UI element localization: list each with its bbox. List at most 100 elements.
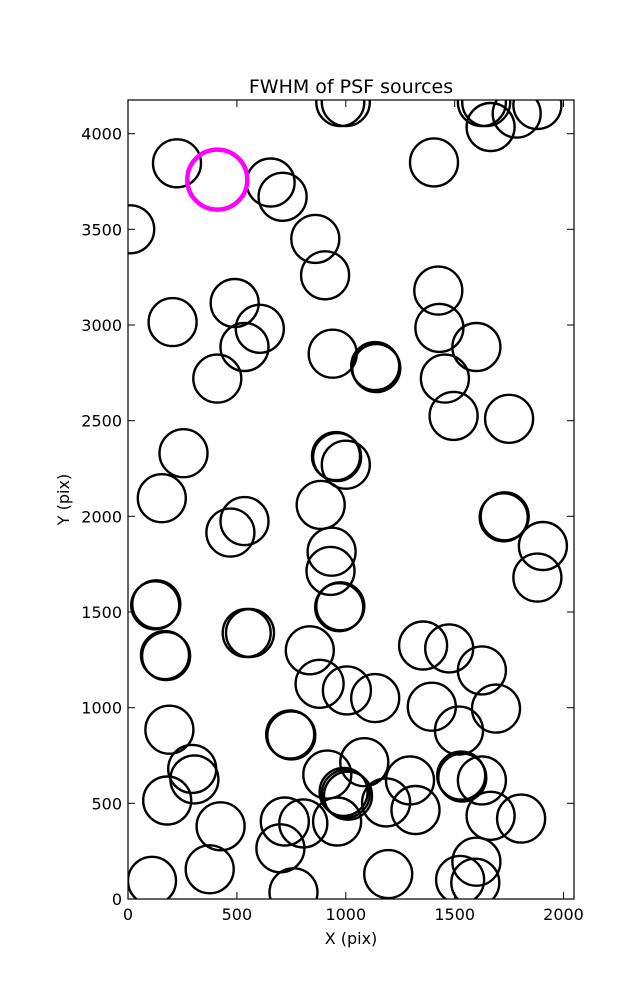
psf-source-marker xyxy=(517,520,569,572)
psf-source-marker xyxy=(259,796,310,847)
psf-source-marker xyxy=(322,770,374,821)
psf-source-marker xyxy=(461,100,512,128)
psf-source-marker xyxy=(195,801,246,852)
x-tick-label: 0 xyxy=(123,905,133,924)
psf-source-marker xyxy=(408,137,460,188)
psf-source-marker xyxy=(350,672,401,724)
psf-source-marker xyxy=(305,545,356,597)
psf-source-marker xyxy=(141,775,193,826)
psf-source-marker xyxy=(351,342,402,394)
psf-source-marker xyxy=(406,681,457,732)
psf-source-marker xyxy=(192,353,243,404)
psf-source-marker xyxy=(478,492,529,543)
y-axis-label: Y (pix) xyxy=(54,474,73,526)
psf-source-marker xyxy=(128,855,178,899)
psf-source-marker xyxy=(320,439,371,490)
y-tick-label: 3000 xyxy=(81,316,122,335)
psf-source-marker xyxy=(147,296,198,348)
x-tick-label: 1000 xyxy=(325,905,366,924)
psf-source-marker xyxy=(419,353,471,404)
psf-source-marker xyxy=(307,328,358,379)
psf-source-marker xyxy=(128,204,156,255)
psf-source-marker xyxy=(136,473,188,524)
psf-source-marker xyxy=(257,171,308,223)
y-tick-label: 2000 xyxy=(81,507,122,526)
y-tick-label: 2500 xyxy=(81,412,122,431)
psf-source-marker xyxy=(428,390,479,442)
psf-source-marker xyxy=(413,265,464,316)
chart-title: FWHM of PSF sources xyxy=(249,76,453,98)
psf-source-marker xyxy=(234,303,285,354)
psf-source-marker xyxy=(320,768,371,819)
psf-source-marker xyxy=(129,580,181,631)
psf-source-marker xyxy=(318,766,369,818)
psf-source-marker xyxy=(144,704,195,755)
psf-source-marker xyxy=(456,100,508,128)
x-tick-label: 1500 xyxy=(434,905,475,924)
y-tick-label: 500 xyxy=(91,794,122,813)
psf-source-marker xyxy=(456,645,508,696)
x-tick-label: 2000 xyxy=(543,905,584,924)
psf-source-marker xyxy=(290,213,341,265)
psf-source-marker xyxy=(219,495,270,547)
psf-source-marker xyxy=(151,138,203,189)
psf-source-marker xyxy=(491,100,542,139)
psf-source-marker xyxy=(219,321,270,373)
psf-source-marker xyxy=(311,796,363,847)
psf-source-marker xyxy=(456,755,508,806)
psf-source-marker xyxy=(512,552,563,603)
psf-source-marker xyxy=(299,250,351,301)
psf-source-marker xyxy=(311,431,363,483)
psf-source-marker xyxy=(437,752,488,803)
psf-source-marker xyxy=(266,710,317,761)
psf-source-marker xyxy=(433,705,485,756)
x-axis-label: X (pix) xyxy=(325,929,378,948)
psf-source-marker xyxy=(465,101,516,153)
highlighted-source-marker xyxy=(185,147,250,212)
psf-source-marker xyxy=(294,658,345,709)
psf-source-marker xyxy=(166,743,218,795)
psf-source-marker xyxy=(184,844,235,895)
psf-source-marker xyxy=(414,302,465,354)
plot-frame xyxy=(127,99,575,900)
y-tick-label: 0 xyxy=(112,890,122,909)
psf-source-marker xyxy=(169,754,220,805)
psf-source-marker xyxy=(363,848,414,899)
psf-source-marker xyxy=(295,479,346,531)
x-tick-label: 500 xyxy=(222,905,253,924)
psf-source-marker xyxy=(360,777,412,828)
psf-source-marker xyxy=(245,157,296,208)
psf-source-marker xyxy=(140,630,192,682)
psf-source-marker xyxy=(495,793,547,844)
psf-source-marker xyxy=(221,607,272,659)
psf-source-marker xyxy=(205,507,256,558)
psf-source-marker xyxy=(451,321,502,373)
psf-source-marker xyxy=(424,623,475,674)
psf-source-marker xyxy=(397,620,449,671)
psf-source-marker xyxy=(483,393,535,444)
y-tick-label: 1500 xyxy=(81,603,122,622)
marker-layer xyxy=(128,100,569,899)
psf-source-marker xyxy=(268,867,319,899)
psf-source-marker xyxy=(209,277,260,329)
psf-source-marker xyxy=(284,625,335,676)
psf-source-marker xyxy=(224,607,276,659)
psf-source-marker xyxy=(339,737,390,788)
psf-source-marker xyxy=(434,854,486,899)
y-tick-label: 1000 xyxy=(81,699,122,718)
psf-source-marker xyxy=(306,526,357,577)
y-tick-label: 4000 xyxy=(81,125,122,144)
psf-source-marker xyxy=(450,857,501,899)
tick-layer: 0 500 1000 1500 2000 0 500 1000 1500 2000 2500 3000… xyxy=(81,100,584,924)
y-tick-label: 3500 xyxy=(81,220,122,239)
psf-source-marker xyxy=(470,683,522,734)
psf-source-marker xyxy=(314,582,365,633)
psf-source-marker xyxy=(320,100,371,128)
psf-source-marker xyxy=(451,836,502,887)
psf-source-marker xyxy=(390,784,441,836)
psf-source-marker xyxy=(321,665,373,716)
psf-source-marker xyxy=(158,428,209,479)
psf-source-marker xyxy=(465,790,516,841)
psf-source-marker xyxy=(512,100,563,131)
